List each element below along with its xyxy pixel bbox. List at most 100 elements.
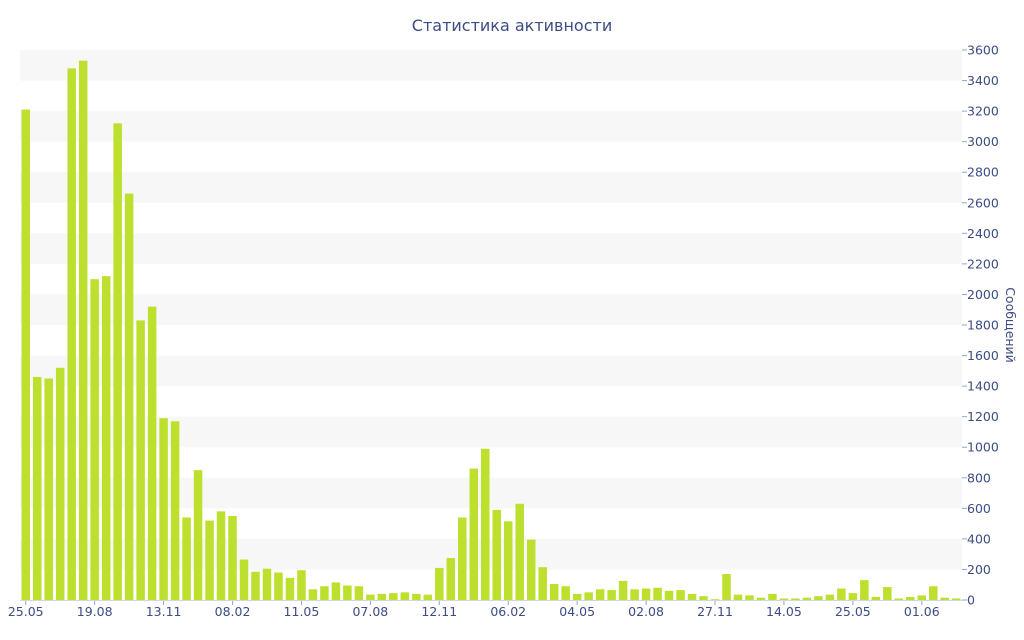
bar[interactable] [170, 421, 180, 600]
bar[interactable] [136, 320, 145, 600]
bar[interactable] [584, 592, 593, 600]
y-tick-label: 2800 [967, 165, 999, 180]
bar[interactable] [458, 517, 467, 601]
bar[interactable] [101, 276, 111, 600]
bar[interactable] [423, 594, 433, 600]
bar[interactable] [377, 593, 387, 600]
bar[interactable] [526, 539, 536, 600]
bar[interactable] [607, 590, 616, 600]
bar[interactable] [55, 367, 65, 600]
bar[interactable] [549, 583, 559, 600]
x-tick-label: 12.11 [421, 604, 457, 619]
bar[interactable] [44, 378, 53, 600]
bar[interactable] [205, 520, 214, 600]
y-tick-label: 3400 [967, 73, 999, 88]
y-tick-label: 800 [967, 470, 991, 485]
bar[interactable] [722, 574, 731, 600]
bar[interactable] [159, 418, 168, 600]
bar[interactable] [883, 587, 892, 600]
bar[interactable] [814, 596, 823, 600]
bar[interactable] [699, 596, 708, 600]
bar[interactable] [354, 586, 364, 600]
x-tick-label: 25.05 [835, 604, 871, 619]
bar[interactable] [802, 597, 812, 600]
bar[interactable] [917, 595, 927, 600]
bar[interactable] [124, 193, 134, 601]
grid-band [20, 355, 962, 387]
bar[interactable] [710, 599, 720, 600]
bar[interactable] [216, 511, 226, 600]
bar[interactable] [251, 571, 260, 600]
grid-band [20, 172, 962, 203]
bar[interactable] [618, 580, 628, 600]
bar[interactable] [262, 568, 272, 600]
bar[interactable] [320, 586, 329, 600]
bar[interactable] [32, 376, 42, 600]
bar[interactable] [331, 582, 341, 600]
bar[interactable] [147, 306, 157, 600]
y-tick-label: 2000 [967, 287, 999, 302]
bar[interactable] [285, 577, 295, 600]
bar[interactable] [538, 567, 547, 600]
bar[interactable] [308, 589, 318, 600]
bar[interactable] [182, 517, 191, 601]
bar[interactable] [687, 593, 697, 600]
bar[interactable] [412, 593, 421, 600]
bar[interactable] [297, 570, 306, 600]
bar[interactable] [113, 123, 122, 600]
bar[interactable] [274, 572, 283, 601]
bar[interactable] [768, 593, 777, 600]
bar[interactable] [21, 109, 30, 600]
bar[interactable] [756, 597, 766, 600]
bar[interactable] [779, 598, 789, 600]
bar[interactable] [848, 593, 858, 601]
bar[interactable] [860, 580, 869, 600]
bar[interactable] [400, 592, 410, 600]
y-tick-label: 3000 [967, 134, 999, 149]
bar[interactable] [366, 594, 375, 600]
bar[interactable] [515, 503, 524, 600]
bar[interactable] [561, 586, 570, 600]
bar[interactable] [791, 598, 800, 600]
x-tick-label: 01.06 [904, 604, 940, 619]
bar[interactable] [929, 586, 938, 600]
bar[interactable] [871, 596, 881, 600]
bar[interactable] [193, 470, 203, 600]
bar[interactable] [664, 590, 674, 600]
bar[interactable] [641, 588, 651, 600]
bar[interactable] [67, 68, 76, 600]
bar[interactable] [653, 587, 662, 600]
bar[interactable] [239, 559, 249, 600]
bar[interactable] [940, 597, 950, 600]
bar[interactable] [492, 509, 501, 600]
bar[interactable] [469, 468, 479, 600]
bar[interactable] [630, 589, 639, 600]
bar[interactable] [90, 279, 99, 600]
bar[interactable] [906, 596, 915, 600]
bar[interactable] [595, 589, 605, 600]
bar[interactable] [745, 595, 754, 600]
x-tick-label: 07.08 [352, 604, 388, 619]
bar[interactable] [825, 594, 835, 600]
bar[interactable] [228, 515, 237, 600]
bar[interactable] [952, 598, 961, 600]
bar[interactable] [572, 593, 582, 600]
bar[interactable] [481, 448, 490, 600]
x-tick-label: 13.11 [146, 604, 182, 619]
bar[interactable] [503, 521, 513, 600]
bar[interactable] [676, 590, 685, 600]
bar[interactable] [446, 557, 456, 600]
bar[interactable] [435, 567, 444, 600]
bar[interactable] [389, 593, 398, 601]
y-axis-title: Сообщений [1003, 287, 1018, 363]
grid-bands [20, 50, 962, 570]
bar[interactable] [733, 594, 743, 600]
bar[interactable] [343, 585, 352, 600]
y-tick-label: 3200 [967, 104, 999, 119]
bar[interactable] [78, 60, 88, 600]
bar[interactable] [837, 588, 846, 600]
bars-group [21, 60, 961, 601]
grid-band [20, 111, 962, 142]
bar[interactable] [894, 598, 904, 600]
x-tick-label: 14.05 [766, 604, 802, 619]
